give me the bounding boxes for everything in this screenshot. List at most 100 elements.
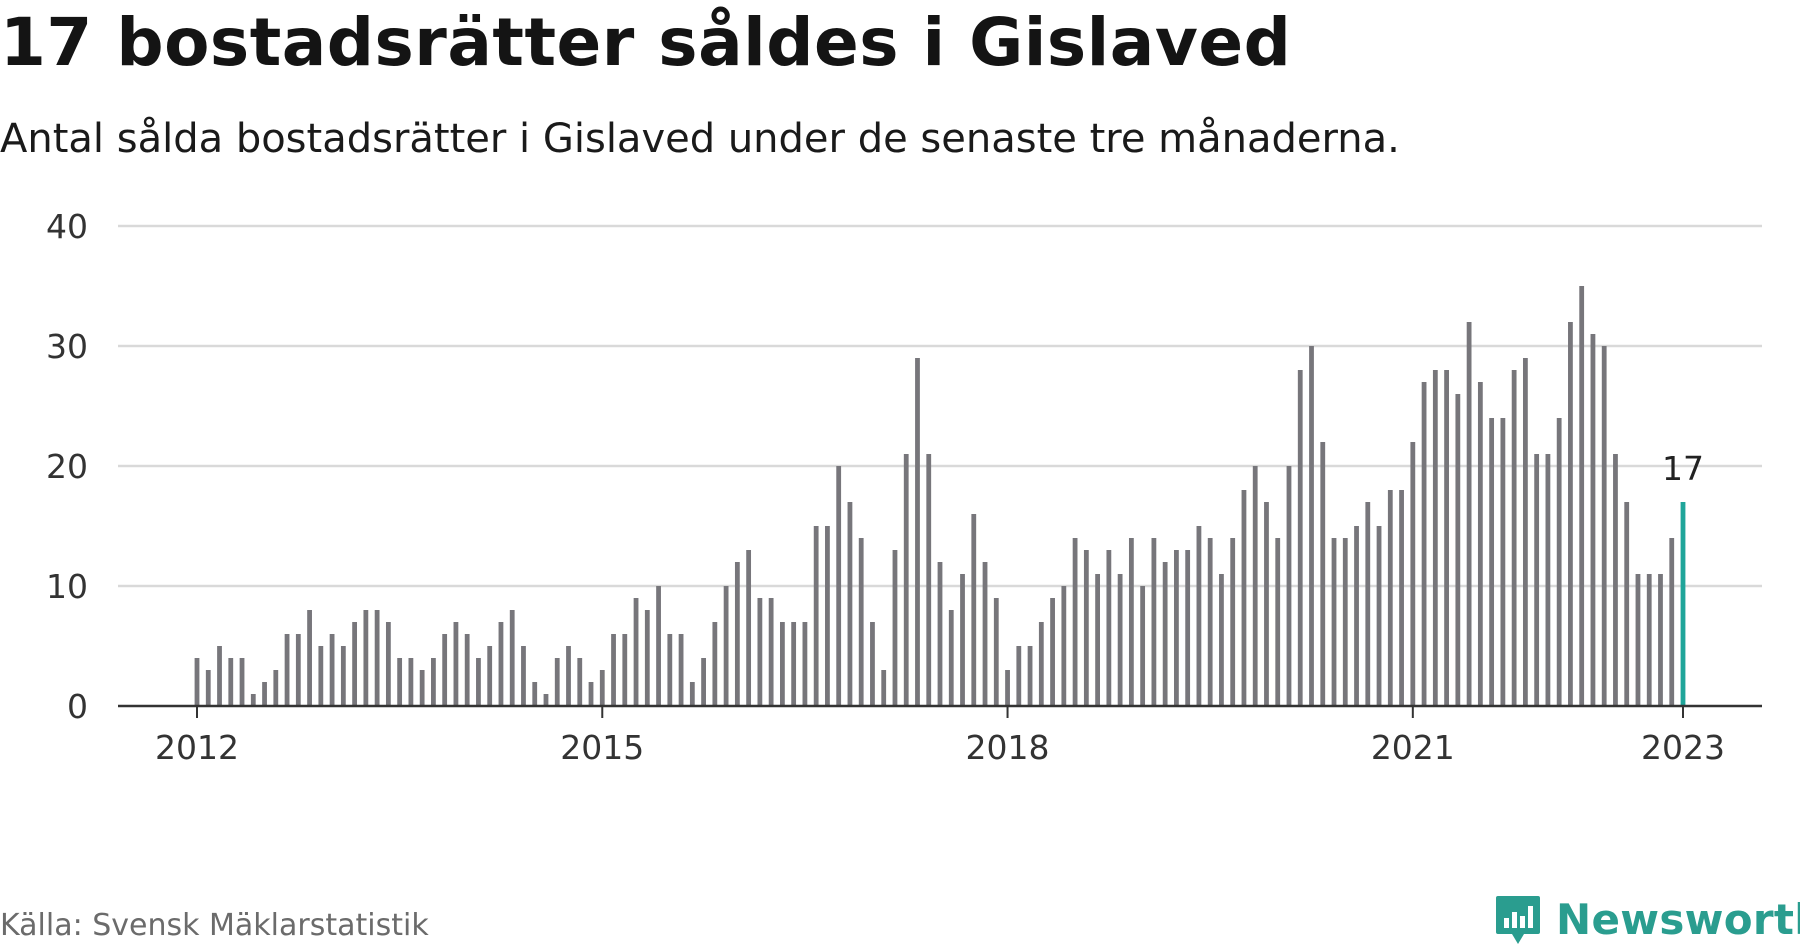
bar [1635,574,1641,706]
bar [1432,370,1438,706]
bar [1106,550,1112,706]
bar [1005,670,1010,706]
bar [273,670,279,706]
bar [825,526,830,706]
bar [847,502,853,706]
bar [295,634,301,706]
bar [982,562,988,706]
bar [1376,526,1382,706]
chart-subtitle: Antal sålda bostadsrätter i Gislaved und… [0,116,1400,162]
bar [1095,574,1101,706]
bar [1117,574,1123,706]
source-note: Källa: Svensk Mäklarstatistik [0,908,429,943]
bar [1140,586,1146,706]
bar [701,658,706,706]
bar-chart: 0 10 20 30 40 2012 2015 2018 2021 2023 17 [46,207,1762,767]
bar-latest [1680,502,1686,706]
bar [633,598,639,706]
bar [1534,454,1540,706]
bar [1264,502,1269,706]
bar [1410,442,1416,706]
bar [870,622,875,706]
bar [352,622,358,706]
bar [948,610,954,706]
bar [1207,538,1213,706]
bar [1038,622,1044,706]
bar [1646,574,1652,706]
bar [442,634,448,706]
bar [1489,418,1495,706]
bar [1342,538,1348,706]
bar [1196,526,1202,706]
bar [1624,502,1630,706]
bar [802,622,808,706]
bar [993,598,999,706]
bar [611,634,616,706]
bar [1455,394,1461,706]
bar [250,694,256,706]
chart-title: 17 bostadsrätter såldes i Gislaved [0,4,1292,81]
bar [723,586,729,706]
newsworthy-logo[interactable]: Newsworthy [1494,890,1800,948]
bar [239,658,245,706]
bar [1230,538,1236,706]
bar [431,658,436,706]
bar [1579,286,1585,706]
bar [194,658,200,706]
bar [1275,538,1281,706]
bar [318,646,324,706]
bar [1421,382,1427,706]
bar [1331,538,1337,706]
bar [408,658,414,706]
bar [1354,526,1359,706]
newsworthy-logo-text: Newsworthy [1556,894,1800,944]
bar [1309,346,1314,706]
bar [1545,454,1551,706]
x-tick-label: 2015 [560,728,644,767]
bar [588,682,594,706]
bar [791,622,797,706]
y-tick-label: 40 [46,207,88,246]
bar [881,670,887,706]
bar [453,622,459,706]
bar [554,658,560,706]
bar [1522,358,1528,706]
bar [678,634,684,706]
bar [464,634,470,706]
bar [385,622,391,706]
bar [329,634,335,706]
bar [644,610,650,706]
bar [1320,442,1326,706]
bar [937,562,943,706]
bar [1601,346,1607,706]
bar [926,454,932,706]
bar [622,634,628,706]
bar [1027,646,1033,706]
bar [1444,370,1449,706]
bar [566,646,571,706]
bar [1399,490,1404,706]
bar [1072,538,1078,706]
y-tick-label: 0 [67,687,88,726]
bar [1387,490,1393,706]
bar [498,622,504,706]
bar [284,634,290,706]
bar [340,646,346,706]
bar [1162,562,1168,706]
x-tick-label: 2018 [966,728,1050,767]
bar [363,610,369,706]
bar [1219,574,1224,706]
bar [1568,322,1573,706]
bar [813,526,819,706]
bar [1241,490,1247,706]
latest-value-label: 17 [1662,449,1704,488]
x-tick-label: 2023 [1641,728,1725,767]
bar [532,682,538,706]
bar [892,550,898,706]
y-tick-label: 30 [46,327,88,366]
bar [960,574,965,706]
bar [487,646,493,706]
bar [1500,418,1506,706]
bar [1286,466,1292,706]
bar [712,622,718,706]
